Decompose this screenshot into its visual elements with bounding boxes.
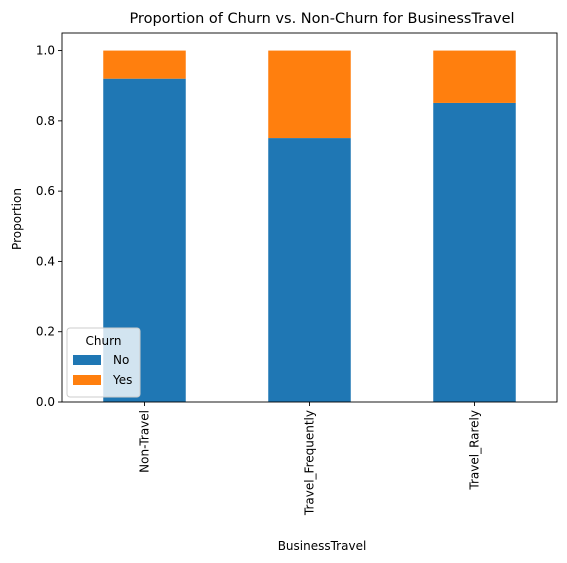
x-tick-label: Non-Travel	[138, 410, 152, 473]
legend-swatch-yes	[73, 375, 101, 385]
bar-travel_frequently-no	[268, 138, 351, 402]
bar-travel_rarely-yes	[433, 50, 516, 103]
y-tick-label: 1.0	[36, 44, 55, 58]
plot-area: 0.0 0.2 0.4 0.6 0.8 1.0 Non-Travel Travel_Frequ…	[36, 32, 558, 516]
y-axis-title: Proportion	[10, 188, 24, 250]
x-tick-label: Travel_Rarely	[468, 410, 482, 491]
legend-title: Churn	[86, 334, 122, 348]
y-tick-label: 0.8	[36, 114, 55, 128]
legend-label-no: No	[113, 353, 129, 367]
y-tick-label: 0.6	[36, 184, 55, 198]
legend-swatch-no	[73, 355, 101, 365]
x-tick-label: Travel_Frequently	[303, 410, 317, 516]
y-tick-label: 0.0	[36, 395, 55, 409]
chart-title: Proportion of Churn vs. Non-Churn for Bu…	[129, 11, 514, 27]
bar-travel_frequently-yes	[268, 50, 351, 139]
bar-non-travel-yes	[103, 50, 186, 79]
bar-travel_rarely-no	[433, 102, 516, 402]
y-tick-label: 0.2	[36, 325, 55, 339]
legend-label-yes: Yes	[112, 373, 132, 387]
legend: Churn No Yes	[66, 327, 141, 398]
x-axis-title: BusinessTravel	[278, 539, 367, 553]
y-tick-label: 0.4	[36, 254, 55, 268]
